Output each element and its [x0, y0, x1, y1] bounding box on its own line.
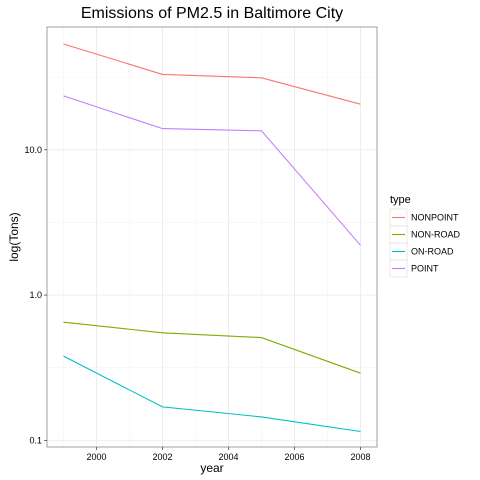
series-lines: [63, 43, 361, 433]
grid-lines: [47, 27, 377, 447]
x-tick-label: 2006: [284, 452, 304, 462]
legend-label: POINT: [411, 264, 439, 274]
legend-title: type: [390, 194, 411, 206]
y-tick-label: 1.0: [29, 290, 42, 300]
legend-items: NONPOINT NON-ROAD ON-ROAD POINT: [389, 208, 460, 278]
legend-label: NON-ROAD: [411, 230, 460, 240]
y-tick-label: 10.0: [24, 145, 42, 155]
x-axis-title: year: [200, 461, 223, 475]
legend: type NONPOINT NON-ROAD ON-ROAD POINT: [389, 194, 460, 278]
legend-item-point: POINT: [389, 259, 439, 278]
y-axis: 0.1 1.0 10.0: [24, 145, 47, 445]
plot-panel: [46, 26, 378, 448]
plot-border: [46, 26, 378, 448]
series-line-on-road: [63, 355, 361, 433]
series-line-point: [63, 95, 361, 246]
legend-label: NONPOINT: [411, 213, 459, 223]
legend-item-nonpoint: NONPOINT: [389, 208, 459, 227]
y-axis-title: log(Tons): [7, 212, 21, 261]
chart-title: Emissions of PM2.5 in Baltimore City: [81, 5, 343, 22]
plot-background: [47, 27, 377, 447]
series-line-nonpoint: [63, 43, 361, 105]
y-tick-label: 0.1: [29, 435, 42, 445]
legend-item-non-road: NON-ROAD: [389, 225, 460, 244]
x-tick-label: 2008: [350, 452, 370, 462]
x-axis: 2000 2002 2004 2006 2008: [86, 447, 371, 462]
x-tick-label: 2004: [218, 452, 238, 462]
x-tick-label: 2000: [86, 452, 106, 462]
legend-item-on-road: ON-ROAD: [389, 242, 454, 261]
series-line-non-road: [63, 321, 361, 374]
x-tick-label: 2002: [152, 452, 172, 462]
legend-label: ON-ROAD: [411, 247, 454, 257]
